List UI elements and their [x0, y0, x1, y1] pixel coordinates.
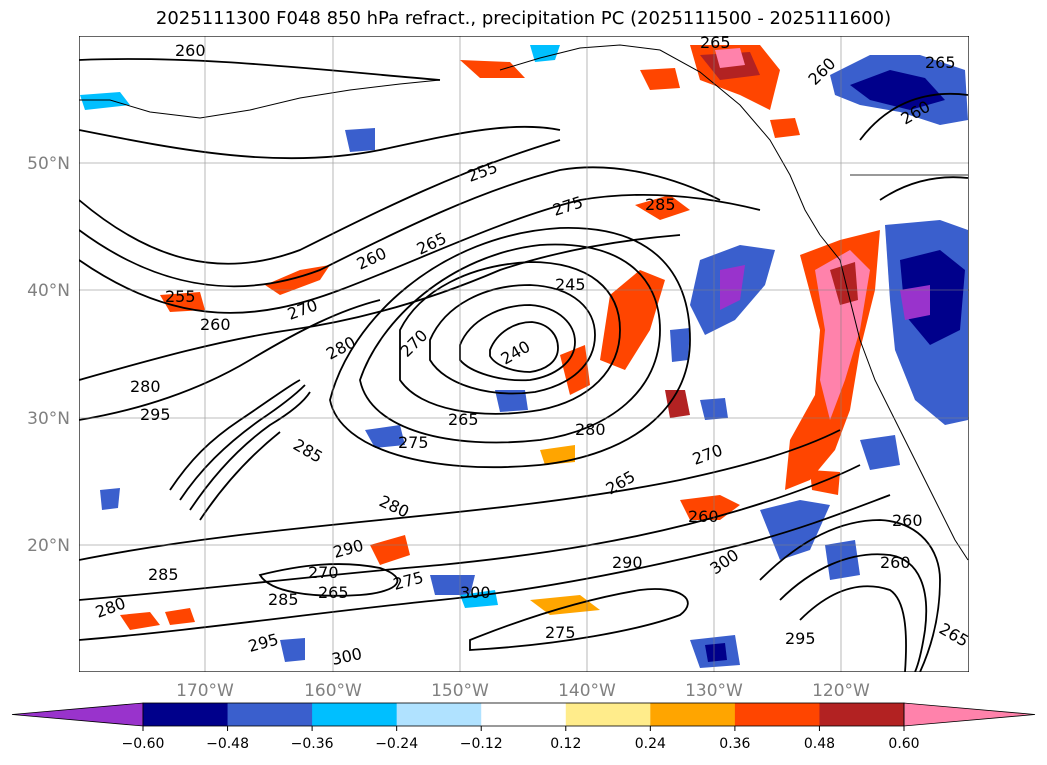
contour-label: 260 [175, 41, 206, 60]
colorbar-tick-label: −0.12 [460, 736, 503, 752]
contour-label: 245 [555, 275, 586, 294]
colorbar-tick-label: 0.36 [719, 736, 750, 752]
contour-label: 285 [645, 195, 676, 214]
colorbar-segment [312, 703, 398, 726]
colorbar-extend-low [11, 702, 144, 727]
colorbar-tick-label: 0.24 [635, 736, 666, 752]
contour-label: 265 [448, 410, 479, 429]
lat-label-20n: 20°N [27, 536, 70, 556]
colorbar-segment [819, 703, 905, 726]
colorbar-segment [481, 703, 567, 726]
contour-label: 265 [925, 53, 956, 72]
contour-label: 265 [318, 583, 349, 602]
colorbar-tick-label: −0.36 [291, 736, 334, 752]
contour-label: 255 [165, 287, 196, 306]
lon-label-170w: 170°W [176, 681, 234, 701]
colorbar-extend-high [903, 702, 1036, 727]
colorbar-tick-label: −0.24 [375, 736, 418, 752]
contour-label: 265 [700, 33, 731, 52]
contour-label: 290 [612, 553, 643, 572]
lat-label-30n: 30°N [27, 409, 70, 429]
colorbar-tick-label: −0.48 [206, 736, 249, 752]
colorbar-segment [143, 703, 229, 726]
contour-label: 270 [308, 563, 339, 582]
contour-label: 295 [785, 629, 816, 648]
lon-label-150w: 150°W [431, 681, 489, 701]
contour-label: 260 [892, 511, 923, 530]
contour-label: 285 [148, 565, 179, 584]
lon-label-160w: 160°W [304, 681, 362, 701]
contour-label: 280 [575, 420, 606, 439]
colorbar-tick-label: 0.12 [550, 736, 581, 752]
contour-label: 275 [545, 623, 576, 642]
contour-label: 260 [880, 553, 911, 572]
contour-label: 275 [398, 433, 429, 452]
lat-label-40n: 40°N [27, 281, 70, 301]
colorbar-segment [734, 703, 820, 726]
colorbar-tick-label: 0.60 [888, 736, 919, 752]
colorbar-frame [142, 702, 905, 727]
colorbar: −0.60 −0.48 −0.36 −0.24 −0.12 0.12 0.24 0.36 0.4… [11, 702, 1036, 752]
map-title: 2025111300 F048 850 hPa refract., precip… [155, 8, 892, 29]
longitude-labels: 170°W 160°W 150°W 140°W 130°W 120°W [176, 681, 870, 701]
latitude-labels: 50°N 40°N 30°N 20°N [27, 154, 70, 556]
lon-label-140w: 140°W [558, 681, 616, 701]
contour-label: 300 [460, 583, 491, 602]
contour-label: 280 [130, 377, 161, 396]
colorbar-segment [565, 703, 651, 726]
map-plot-area: 260 255 275 260 265 270 260 255 280 280 … [79, 33, 969, 672]
graticule [79, 36, 969, 672]
colorbar-segment [650, 703, 736, 726]
contour-label: 295 [140, 405, 171, 424]
precip-positive-shading [120, 45, 880, 630]
contour-label: 260 [200, 315, 231, 334]
colorbar-tick-label: −0.60 [122, 736, 165, 752]
coastlines [79, 44, 969, 561]
lat-label-50n: 50°N [27, 154, 70, 174]
contour-label: 285 [268, 590, 299, 609]
refractivity-contours [79, 58, 969, 672]
colorbar-tick-label: 0.48 [804, 736, 835, 752]
colorbar-segment [396, 703, 482, 726]
contour-label: 260 [688, 507, 719, 526]
lon-label-130w: 130°W [685, 681, 743, 701]
colorbar-segment [227, 703, 313, 726]
lon-label-120w: 120°W [812, 681, 870, 701]
precip-negative-shading [80, 45, 968, 668]
